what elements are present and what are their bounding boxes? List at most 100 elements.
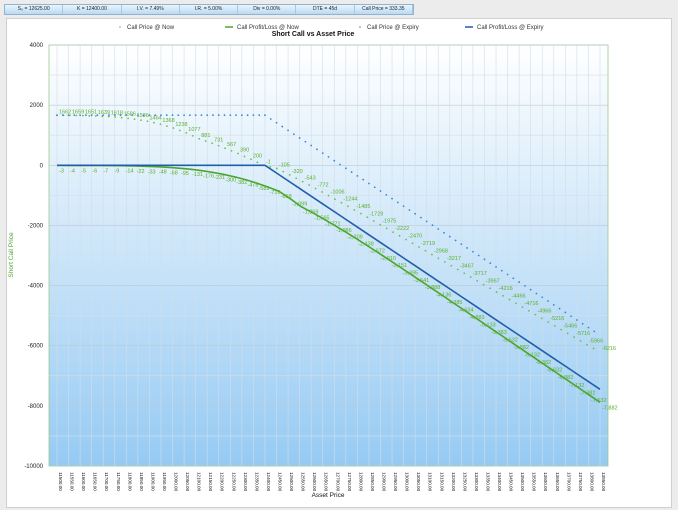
x-tick-label: 11650.00: [93, 472, 98, 491]
x-tick-label: 12800.00: [358, 472, 363, 492]
data-label: -5: [81, 168, 86, 174]
data-label: 1077: [188, 127, 200, 133]
data-label: -6,382: [536, 360, 552, 366]
data-label: -231: [214, 175, 225, 181]
data-label: -7: [103, 168, 108, 174]
gridlines: [49, 44, 608, 467]
data-label: 1238: [175, 122, 187, 128]
x-tick-label: 11800.00: [127, 472, 132, 491]
x-tick-label: 12300.00: [243, 472, 248, 492]
x-tick-label: 13700.00: [566, 472, 571, 492]
chart-panel: Call Price @ Now Call Profit/Loss @ Now Ca…: [6, 18, 672, 508]
data-label: -14: [125, 169, 133, 175]
y-tick-label: 4000: [30, 43, 44, 49]
data-label: -5,133: [480, 323, 496, 329]
x-tick-label: 12400.00: [266, 472, 271, 492]
data-label: -716: [270, 190, 281, 196]
data-label: -5,383: [491, 330, 507, 336]
y-tick-label: 0: [40, 163, 44, 169]
data-label: -4,136: [436, 293, 452, 299]
param-ir: I.R. = 5.00%: [180, 5, 239, 14]
x-tick-label: 11900.00: [150, 472, 155, 491]
legend-item[interactable]: Call Profit/Loss @ Now: [237, 25, 299, 31]
x-tick-label: 12750.00: [347, 472, 352, 492]
legend-item[interactable]: Call Price @ Now: [127, 25, 175, 31]
data-label: 1651: [85, 110, 97, 116]
x-tick-label: 11600.00: [81, 472, 86, 491]
x-tick-label: 11700.00: [104, 472, 109, 491]
param-call-price: Call Price = 333.35: [355, 5, 413, 14]
data-label: -2,209: [347, 235, 363, 241]
data-label: -3467: [460, 264, 474, 270]
data-label: 1464: [150, 115, 162, 121]
data-label: -3217: [447, 256, 461, 262]
data-label: -858: [281, 194, 292, 200]
data-label: -5466: [563, 324, 577, 330]
data-label: 390: [240, 148, 249, 154]
data-label: 1536: [137, 113, 149, 119]
data-label: -772: [318, 183, 329, 189]
data-label: -131: [192, 172, 203, 178]
data-label: -5,882: [513, 345, 529, 351]
x-tick-label: 12600.00: [312, 472, 317, 492]
x-tick-label: 11550.00: [70, 472, 75, 491]
param-iv: I.V. = 7.49%: [122, 5, 180, 14]
data-label: -7,882: [602, 405, 618, 411]
data-label: -3967: [486, 279, 500, 285]
series-group: 1662 1659 1651 1639 1618 1586 1536 1464 13681238…: [56, 109, 618, 411]
data-label: -105: [279, 162, 290, 168]
x-tick-label: 13800.00: [589, 472, 594, 492]
data-label: -5,632: [502, 338, 518, 344]
y-axis: 4000 2000 0 -2000 -4000 -6000 -8000 -10000: [24, 43, 43, 470]
data-label: -2,672: [369, 249, 385, 255]
data-label: -2719: [421, 241, 435, 247]
data-label: -4716: [524, 301, 538, 307]
x-tick-label: 13550.00: [532, 472, 537, 492]
series-call-price-expiry: [56, 114, 596, 333]
x-tick-label: 13200.00: [451, 472, 456, 492]
data-label: -3,151: [391, 263, 407, 269]
legend-item[interactable]: Call Profit/Loss @ Expiry: [477, 25, 543, 31]
data-label: 1618: [111, 111, 123, 117]
data-label: -5716: [576, 331, 590, 337]
x-tick-label: 12850.00: [370, 472, 375, 492]
data-label: 200: [253, 153, 262, 159]
data-label: -2,438: [358, 242, 374, 248]
data-label: -4,883: [469, 315, 485, 321]
parameter-bar: S₀ = 12625.00 K = 12400.00 I.V. = 7.49% …: [4, 4, 414, 15]
data-label: 1586: [124, 112, 136, 118]
x-tick-label: 13600.00: [543, 472, 548, 492]
y-tick-label: -4000: [28, 284, 44, 290]
data-label: -320: [292, 169, 303, 175]
data-label: -1975: [382, 219, 396, 225]
x-tick-label: 12950.00: [393, 472, 398, 492]
data-label: -4216: [499, 286, 513, 292]
x-tick-label: 12100.00: [197, 472, 202, 492]
data-label: -1485: [356, 204, 370, 210]
data-label: -5216: [550, 316, 564, 322]
data-label: -1,771: [325, 222, 341, 228]
x-tick-label: 13250.00: [462, 472, 467, 492]
x-tick-label: 13500.00: [520, 472, 525, 492]
x-tick-label: 13750.00: [578, 472, 583, 492]
data-label: -1,986: [336, 228, 352, 234]
data-label: -6,632: [547, 368, 563, 374]
series-call-profit-loss-now: -3 -4 -5 -6 -7 -9 -14 -22 -33 -48 -68 -95 -131 -176 -2…: [56, 164, 618, 411]
data-label: -4: [70, 168, 75, 174]
x-tick-label: 12500.00: [289, 472, 294, 492]
data-label: -6216: [602, 346, 616, 352]
x-axis-label: Asset Price: [312, 492, 345, 499]
legend-item[interactable]: Call Price @ Expiry: [367, 25, 419, 31]
x-tick-label: 12250.00: [231, 472, 236, 492]
data-label: 567: [227, 142, 236, 148]
data-label: -6,882: [558, 375, 574, 381]
x-tick-label: 13000.00: [405, 472, 410, 492]
data-label: -3,888: [425, 285, 441, 291]
x-tick-label: 12200.00: [220, 472, 225, 492]
data-label: 881: [201, 133, 210, 139]
x-tick-label: 13450.00: [509, 472, 514, 492]
y-axis-label: Short Call Price: [8, 232, 15, 278]
x-tick-label: 12650.00: [324, 472, 329, 492]
x-tick-label: 11500.00: [58, 472, 63, 491]
data-label: -1729: [369, 211, 383, 217]
